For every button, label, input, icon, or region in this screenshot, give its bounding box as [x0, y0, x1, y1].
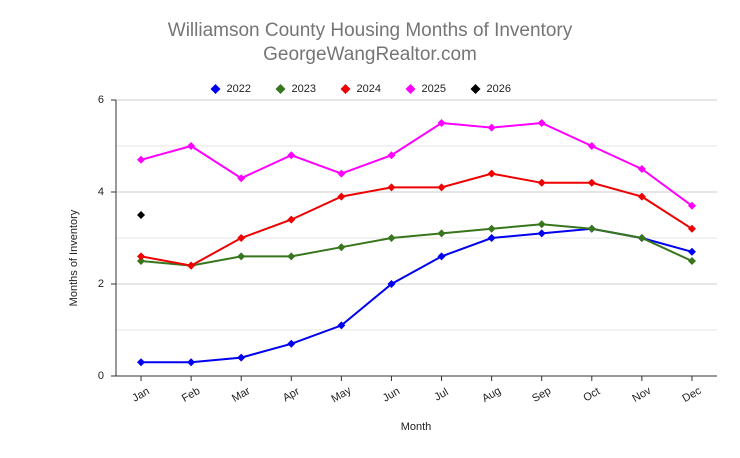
data-point [687, 224, 696, 233]
legend-label: 2023 [292, 83, 316, 95]
legend-marker [470, 84, 481, 94]
x-tick-label: Oct [581, 385, 602, 404]
data-point [687, 247, 696, 256]
x-tick-label: Feb [180, 385, 202, 405]
data-point [637, 192, 646, 201]
data-point [537, 178, 546, 187]
data-point [287, 215, 296, 224]
data-point [587, 178, 596, 187]
data-point [137, 358, 146, 367]
data-point [137, 211, 146, 219]
legend-label: 2022 [227, 83, 251, 95]
data-point [387, 183, 396, 192]
y-axis-label: Months of Inventory [68, 209, 80, 306]
x-tick-label: Aug [480, 385, 503, 405]
x-tick-label: Nov [630, 385, 653, 405]
legend-marker [340, 84, 351, 94]
legend-marker [405, 84, 416, 94]
legend-label: 2026 [487, 83, 511, 95]
legend-marker [210, 84, 221, 94]
data-point [387, 234, 396, 242]
data-point [337, 192, 346, 201]
x-tick-label: Jan [130, 385, 151, 404]
data-point [337, 243, 346, 252]
data-point [337, 321, 346, 330]
x-tick-label: Mar [230, 385, 253, 405]
legend-label: 2025 [422, 83, 446, 95]
data-point [287, 252, 296, 261]
data-point [187, 358, 196, 367]
y-tick-label: 4 [98, 186, 104, 198]
x-tick-label: Jun [381, 385, 402, 404]
data-point [237, 252, 246, 261]
data-point [387, 151, 396, 160]
data-point [637, 165, 646, 173]
data-point [487, 169, 496, 178]
data-point [587, 142, 596, 150]
y-tick-label: 0 [98, 370, 104, 382]
x-tick-label: Jul [432, 386, 450, 403]
x-tick-label: Apr [281, 385, 302, 404]
data-point [387, 280, 396, 288]
data-point [537, 229, 546, 238]
y-tick-label: 6 [98, 94, 104, 106]
legend-label: 2024 [357, 83, 381, 95]
series-line [140, 223, 693, 267]
series-line [140, 121, 693, 207]
data-point [687, 257, 696, 265]
data-point [287, 339, 296, 348]
data-point [237, 234, 246, 242]
series-line [140, 172, 693, 267]
data-point [237, 174, 246, 183]
data-point [437, 183, 446, 192]
data-point [687, 201, 696, 210]
data-point [187, 261, 196, 270]
data-point [437, 119, 446, 127]
data-point [337, 169, 346, 178]
data-point [137, 155, 146, 164]
data-point [137, 257, 146, 265]
data-point [137, 252, 146, 261]
x-tick-label: Dec [680, 385, 703, 405]
series-line [141, 227, 693, 364]
data-point [637, 234, 646, 242]
chart-subtitle: GeorgeWangRealtor.com [263, 44, 477, 65]
y-tick-label: 2 [98, 278, 104, 290]
x-axis-label: Month [401, 421, 432, 433]
data-point [187, 142, 196, 150]
data-point [487, 224, 496, 233]
data-point [587, 224, 596, 233]
data-point [487, 234, 496, 242]
data-point [437, 252, 446, 261]
x-tick-label: May [329, 384, 353, 405]
data-point [237, 353, 246, 362]
data-point [487, 123, 496, 132]
data-point [537, 119, 546, 127]
legend-marker [275, 84, 286, 94]
data-point [537, 220, 546, 229]
data-point [437, 229, 446, 238]
chart-title: Williamson County Housing Months of Inve… [168, 20, 573, 41]
data-point [287, 151, 296, 160]
x-tick-label: Sep [530, 385, 553, 405]
